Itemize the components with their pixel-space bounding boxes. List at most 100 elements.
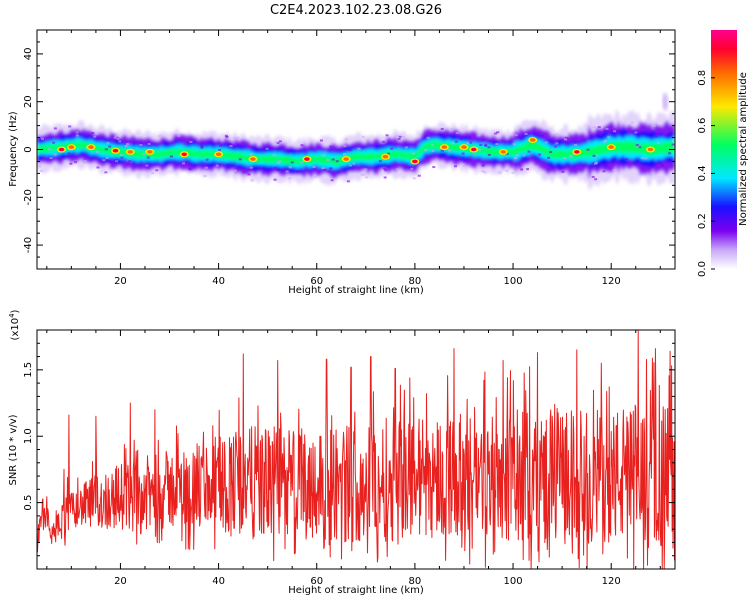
spectrogram-marks (37, 92, 675, 191)
spectrogram-cell (514, 157, 518, 160)
spectrogram-xlabel: Height of straight line (km) (288, 285, 424, 296)
spectrogram-cell (126, 143, 130, 146)
spectrogram-cell (671, 139, 675, 142)
spectrogram-cell (329, 145, 333, 148)
spectrogram-cell (511, 132, 515, 135)
spectrogram-cell (561, 170, 565, 173)
spectrogram-cell (451, 142, 455, 145)
spectrogram-cell (591, 175, 595, 178)
spectrogram-cell (38, 165, 42, 168)
spectrogram-hotspots (57, 136, 655, 165)
colorbar-label: Normalized spectral amplitude (738, 72, 749, 226)
x-tick-label: 80 (409, 576, 422, 587)
spectrogram-cell (673, 145, 675, 148)
spectrogram-cell (104, 171, 108, 174)
spectrogram-cell (385, 134, 389, 137)
hotspot (441, 145, 448, 149)
colorbar-gradient (711, 30, 737, 269)
spectrogram-cell (432, 166, 436, 169)
spectrogram-cell (67, 152, 71, 155)
spectrogram-cell (272, 143, 276, 146)
spectrogram-cell (357, 147, 361, 150)
spectrogram-cell (233, 136, 237, 139)
spectrogram-cell (468, 141, 472, 144)
spectrogram-cell (430, 144, 434, 147)
y-tick-label: -20 (23, 189, 34, 205)
spectrogram-cell (145, 164, 149, 167)
spectrogram-cell (233, 169, 237, 172)
spectrogram-cell (200, 144, 204, 147)
spectrogram-cell (224, 134, 228, 137)
spectrogram-cell (123, 169, 127, 172)
spectrogram-cell (585, 173, 589, 176)
spectrogram-cell (225, 135, 229, 138)
spectrogram-cell (326, 159, 330, 162)
hotspot (382, 154, 389, 159)
spectrogram-cell (564, 138, 568, 141)
spectrogram-cell (549, 150, 553, 153)
spectrogram-cell (118, 140, 122, 143)
spectrogram-cell (229, 145, 233, 148)
spectrogram-cell (450, 128, 454, 131)
spectrogram-cell (661, 164, 665, 167)
spectrogram-cell (484, 144, 488, 147)
spectrogram-cell (383, 167, 387, 170)
spectrogram-cell (555, 142, 559, 145)
spectrogram-cell (498, 171, 502, 174)
spectrogram-cell (635, 144, 639, 147)
spectrogram-cell (411, 152, 415, 155)
spectrogram-cell (383, 176, 387, 179)
spectrogram-cell (108, 145, 112, 148)
hotspot (461, 145, 467, 149)
spectrogram-cell (644, 157, 648, 160)
spectrogram-cell (109, 161, 113, 164)
spectrogram-cell (126, 162, 130, 165)
spectrogram-cell (287, 150, 291, 153)
spectrogram-cell (158, 135, 162, 138)
spectrogram-cell (484, 143, 488, 146)
spectrogram-cell (592, 154, 596, 157)
spectrogram-cell (249, 153, 253, 156)
spectrogram-cell (321, 167, 325, 170)
spectrogram-cell (668, 152, 672, 155)
spectrogram-axes: 20 40 60 80 100 120 -40 -20 0 20 40 (23, 30, 675, 287)
spectrogram-cell (276, 162, 280, 165)
spectrogram-cell (384, 169, 388, 172)
spectrogram-cell (555, 133, 559, 136)
spectrogram-cell (362, 173, 366, 176)
spectrogram-cell (319, 139, 323, 142)
y-tick-label: 1.0 (23, 428, 34, 444)
spectrogram-cell (481, 139, 485, 142)
spectrogram-cell (114, 134, 118, 137)
spectrogram-cell (424, 148, 428, 151)
spectrogram-cell (228, 143, 232, 146)
spectrogram-cell (116, 137, 120, 140)
spectrogram-cell (378, 160, 382, 163)
spectrogram-cell (671, 143, 675, 146)
hotspot (500, 150, 507, 154)
hotspot (127, 150, 134, 154)
y-tick-label: 20 (23, 95, 34, 108)
spectrogram-cell (330, 179, 334, 182)
spectrogram-cell (348, 149, 352, 152)
spectrogram-cell (481, 170, 485, 173)
spectrogram-cell (605, 127, 609, 130)
colorbar-tick-label: 0.8 (697, 70, 708, 86)
spectrogram-cell (533, 133, 537, 136)
spectrogram-cell (215, 164, 219, 167)
spectrogram-cell (522, 154, 526, 157)
spectrogram-cell (276, 141, 280, 144)
snr-xlabel: Height of straight line (km) (288, 585, 424, 596)
hotspot (529, 138, 536, 142)
spectrogram-cell (331, 158, 335, 161)
spectrogram-cell (514, 134, 518, 137)
spectrogram-cell (478, 148, 482, 151)
spectrogram-cell (494, 132, 498, 135)
spectrogram-cell (515, 154, 519, 157)
spectrogram-cell (243, 174, 247, 177)
spectrogram-cell (95, 133, 99, 136)
y-tick-label: 1.5 (23, 362, 34, 378)
spectrogram-cell (335, 160, 339, 163)
spectrogram-cell (188, 168, 192, 171)
